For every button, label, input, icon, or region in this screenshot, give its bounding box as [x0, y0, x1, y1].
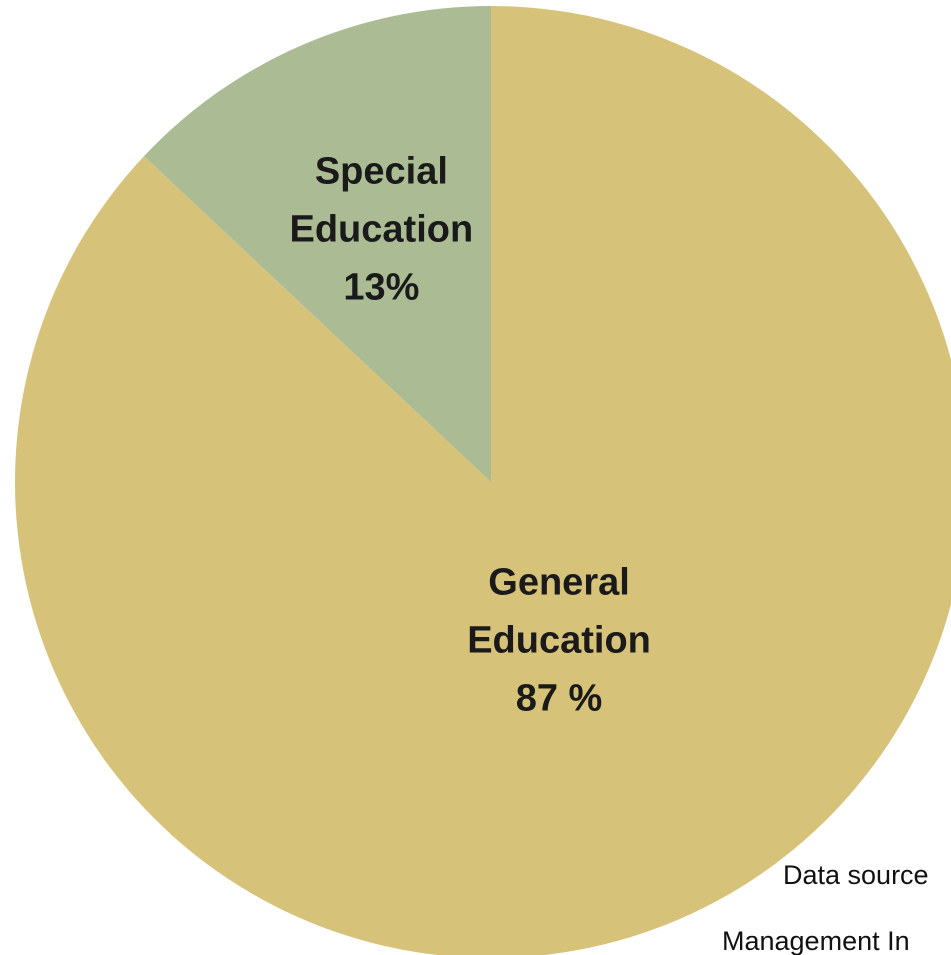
pie-label-line: Education: [290, 209, 474, 251]
pie-label-line: Special: [315, 151, 448, 193]
pie-labels: General Education 87 % Special Education 13%: [290, 151, 651, 720]
pie-label-line: Education: [467, 619, 651, 661]
pie-label-special-education: Special Education 13%: [290, 151, 474, 309]
pie-label-line: 13%: [343, 267, 419, 309]
pie-slice-general-education: [15, 6, 951, 955]
data-source-note: Data source Management In: [722, 860, 929, 955]
pie-label-line: General: [488, 561, 630, 603]
data-source-line-1: Data source: [783, 860, 929, 890]
pie-label-line: 87 %: [516, 677, 603, 719]
pie-slice-special-education: [144, 6, 492, 482]
pie-slices: [15, 6, 951, 955]
pie-label-general-education: General Education 87 %: [467, 561, 651, 719]
data-source-line-2: Management In: [722, 926, 910, 955]
